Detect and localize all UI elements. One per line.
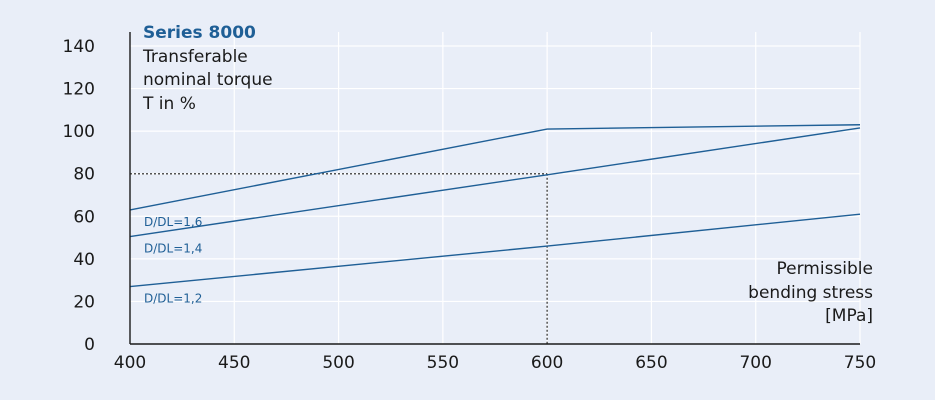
y-tick-label: 120	[63, 80, 95, 100]
x-tick-label: 550	[427, 353, 459, 373]
x-tick-label: 650	[635, 353, 667, 373]
series-labels: D/DL=1,6 D/DL=1,4 D/DL=1,2	[144, 215, 202, 306]
y-axis-label-line-2: nominal torque	[143, 70, 273, 90]
x-tick-label: 400	[114, 353, 146, 373]
y-tick-label: 80	[73, 165, 95, 185]
series-label: D/DL=1,2	[144, 292, 202, 306]
x-tick-label: 500	[322, 353, 354, 373]
series-label: D/DL=1,6	[144, 215, 202, 229]
y-tick-label: 40	[73, 250, 95, 270]
series-label: D/DL=1,4	[144, 242, 202, 256]
chart-title-block: Series 8000 Transferable nominal torque …	[143, 22, 273, 116]
series-line	[129, 213, 861, 288]
reference-lines	[130, 172, 548, 344]
y-tick-label: 140	[63, 37, 95, 57]
axes	[129, 32, 860, 345]
y-tick-label: 20	[73, 292, 95, 312]
x-tick-label: 450	[218, 353, 250, 373]
x-tick-label: 700	[739, 353, 771, 373]
x-axis-label-line-2: bending stress	[748, 282, 873, 303]
x-tick-label: 750	[844, 353, 876, 373]
series-line	[129, 127, 861, 238]
series-line	[129, 124, 861, 211]
grid	[130, 32, 861, 344]
y-tick-label: 100	[63, 122, 95, 142]
x-axis-label-line-3: [MPa]	[825, 306, 873, 326]
y-tick-label: 0	[84, 335, 95, 355]
y-tick-label: 60	[73, 207, 95, 227]
x-tick-label: 600	[531, 353, 563, 373]
chart-title: Series 8000	[143, 23, 256, 43]
y-axis-label-line-1: Transferable	[143, 46, 248, 67]
tick-labels: 0 20 40 60 80 100 120 140 400 450 500 550 600 650 700 7…	[63, 37, 877, 373]
x-axis-label-block: Permissible bending stress [MPa]	[748, 258, 873, 329]
x-axis-label-line-1: Permissible	[776, 259, 874, 279]
y-axis-label-line-3: T in %	[143, 93, 196, 114]
series-lines	[129, 124, 861, 288]
